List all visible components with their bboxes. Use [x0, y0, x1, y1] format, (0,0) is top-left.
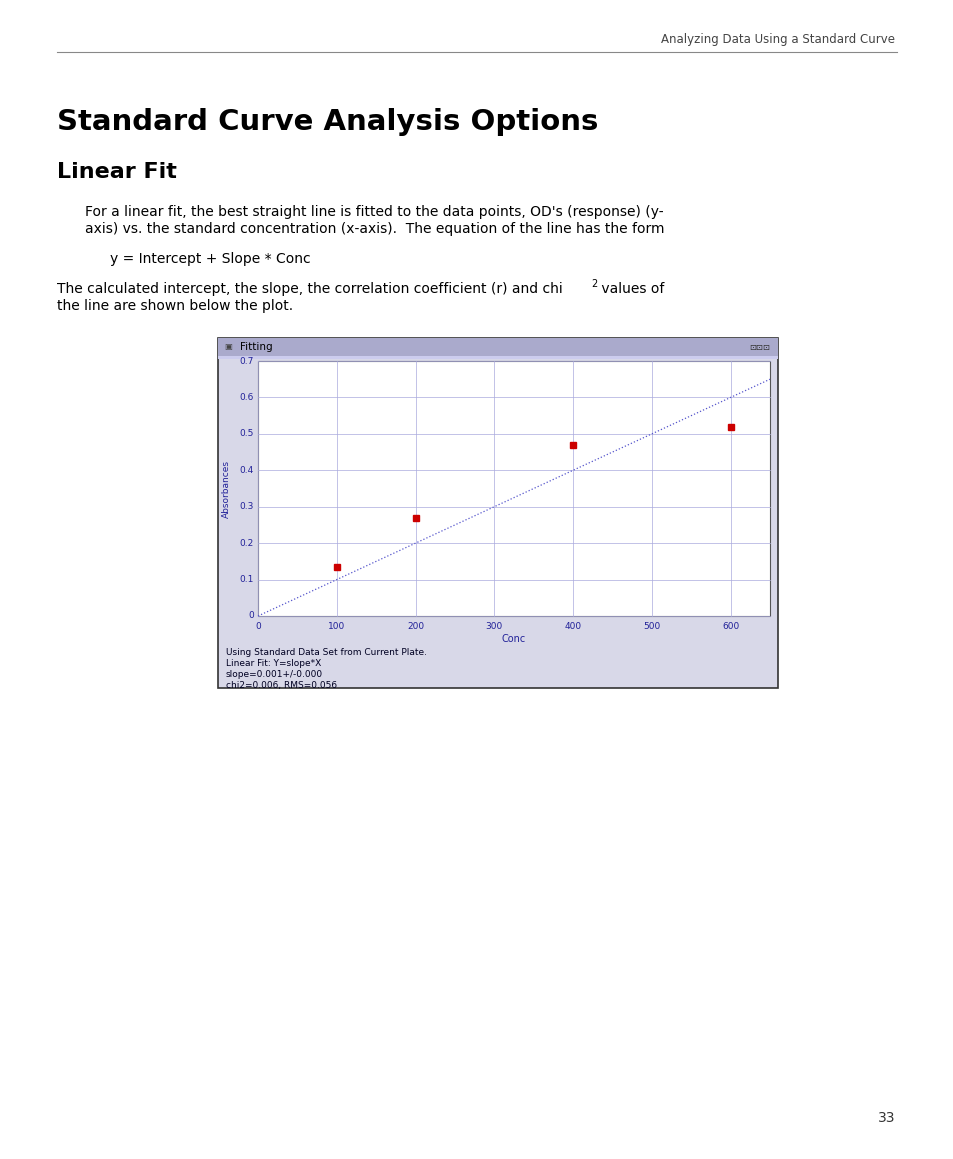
Text: The calculated intercept, the slope, the correlation coefficient (r) and chi: The calculated intercept, the slope, the… [57, 282, 562, 296]
Text: Linear Fit: Y=slope*X: Linear Fit: Y=slope*X [226, 659, 321, 668]
Text: 2: 2 [590, 279, 597, 289]
Text: Using Standard Data Set from Current Plate.: Using Standard Data Set from Current Pla… [226, 648, 427, 657]
Text: Conc: Conc [501, 634, 525, 644]
Bar [257, 360, 769, 615]
Text: ⊡⊡⊡: ⊡⊡⊡ [748, 343, 769, 351]
Text: the line are shown below the plot.: the line are shown below the plot. [57, 299, 293, 313]
Bar [218, 338, 778, 688]
Text: 500: 500 [642, 622, 659, 630]
Text: 0.1: 0.1 [239, 575, 253, 584]
Text: 33: 33 [877, 1111, 894, 1125]
Text: 0: 0 [254, 622, 260, 630]
Text: slope=0.001+/-0.000: slope=0.001+/-0.000 [226, 670, 323, 679]
Text: chi2=0.006, RMS=0.056: chi2=0.006, RMS=0.056 [226, 681, 336, 690]
Bar [218, 356, 778, 359]
Text: y = Intercept + Slope * Conc: y = Intercept + Slope * Conc [110, 252, 311, 267]
Text: Linear Fit: Linear Fit [57, 162, 176, 182]
Text: 0.3: 0.3 [239, 502, 253, 511]
Text: ▣: ▣ [224, 343, 232, 351]
Text: For a linear fit, the best straight line is fitted to the data points, OD's (res: For a linear fit, the best straight line… [85, 205, 663, 219]
Text: Standard Curve Analysis Options: Standard Curve Analysis Options [57, 108, 598, 136]
Text: 0.5: 0.5 [239, 429, 253, 438]
Text: 0: 0 [248, 612, 253, 620]
Text: 0.6: 0.6 [239, 393, 253, 402]
Text: Analyzing Data Using a Standard Curve: Analyzing Data Using a Standard Curve [660, 34, 894, 46]
Bar [218, 338, 778, 356]
Text: 200: 200 [407, 622, 424, 630]
Text: Fitting: Fitting [240, 342, 273, 352]
Text: 600: 600 [721, 622, 739, 630]
Text: Absorbances: Absorbances [221, 459, 231, 518]
Text: 0.7: 0.7 [239, 357, 253, 365]
Text: 400: 400 [564, 622, 581, 630]
Text: 100: 100 [328, 622, 345, 630]
Text: 300: 300 [485, 622, 502, 630]
Text: 0.4: 0.4 [239, 466, 253, 475]
Text: 0.2: 0.2 [239, 539, 253, 548]
Text: axis) vs. the standard concentration (x-axis).  The equation of the line has the: axis) vs. the standard concentration (x-… [85, 223, 664, 236]
Text: values of: values of [597, 282, 663, 296]
